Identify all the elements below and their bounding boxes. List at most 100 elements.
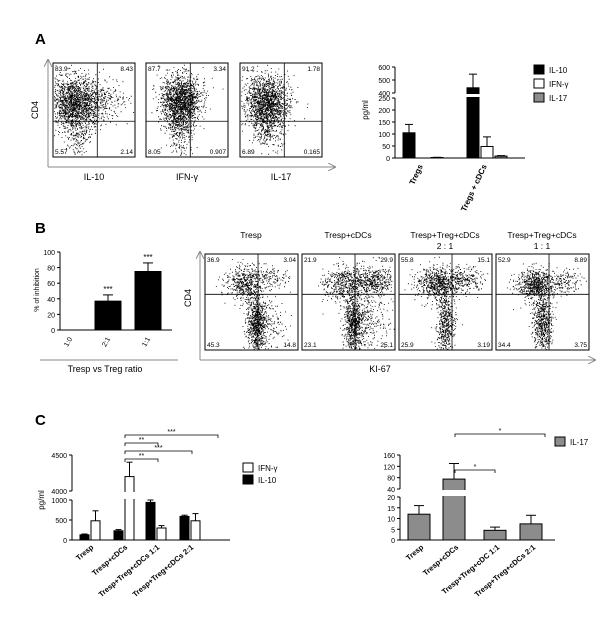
y-tick-label: 400 [378, 91, 390, 98]
significance-bracket [454, 469, 496, 473]
x-axis-label: Tresp vs Treg ratio [68, 364, 143, 374]
bar-il-10 [402, 132, 416, 159]
flow-events [151, 64, 224, 156]
category-label: Tresp+Treg+cDCs 1:1 [97, 543, 162, 599]
significance-bracket [124, 442, 159, 446]
panel-b-plot-title: Tresp+Treg+cDCs [410, 230, 479, 240]
quadrant-upper-left: 87.7 [148, 66, 161, 73]
significance-marker: * [499, 428, 502, 435]
panel-b-plot-title: Tresp+cDCs [324, 230, 371, 240]
y-tick-label: 10 [387, 517, 395, 524]
quadrant-lower-left: 5.57 [55, 149, 68, 156]
quadrant-lower-right: 0.907 [210, 149, 227, 156]
bar-il-17 [442, 478, 466, 541]
quadrant-upper-left: 55.8 [401, 257, 414, 264]
y-tick-label: 200 [378, 108, 390, 115]
bar-ifn-gamma [156, 527, 167, 541]
bar-ifn-gamma [90, 520, 101, 541]
quadrant-upper-right: 8.89 [574, 257, 587, 264]
bar-break-gap [466, 94, 480, 97]
flow-plot-frame [52, 62, 136, 158]
panel-b-plot-title: Tresp+Treg+cDCs [507, 230, 576, 240]
y-tick-label: 20 [387, 495, 395, 502]
flow-events [506, 262, 587, 350]
bar-il-10 [179, 515, 190, 541]
quadrant-lower-left: 8.05 [148, 149, 161, 156]
category-label: 1:0 [63, 336, 74, 348]
y-tick-label: 15 [387, 506, 395, 513]
legend-label: IL-17 [549, 94, 568, 103]
panel-label-c: C [35, 412, 46, 429]
bar-ifn-gamma [190, 520, 201, 541]
y-tick-label: 50 [382, 144, 390, 151]
category-label: Tresp [74, 542, 95, 562]
y-tick-label: 80 [47, 266, 55, 273]
y-tick-label: 250 [378, 96, 390, 103]
legend-swatch [242, 474, 254, 485]
legend-label: IL-10 [549, 66, 568, 75]
y-tick-label: 1000 [51, 498, 67, 505]
quadrant-lower-right: 3.19 [477, 342, 490, 349]
quadrant-upper-left: 36.9 [207, 257, 220, 264]
y-tick-label: 120 [383, 464, 395, 471]
panel-b-flow-plots: CD4 KI-67 36.9 3.04 45.3 14.8 Tresp 21.9 29.9 2… [183, 230, 595, 374]
y-tick-label: 600 [378, 65, 390, 72]
y-tick-label: 40 [387, 487, 395, 494]
significance-marker: *** [143, 253, 152, 262]
quadrant-upper-right: 3.34 [213, 66, 226, 73]
y-tick-label: 0 [391, 538, 395, 545]
bar-il-10 [466, 87, 480, 159]
quadrant-upper-left: 52.9 [498, 257, 511, 264]
y-tick-label: 150 [378, 120, 390, 127]
significance-marker: *** [103, 285, 112, 294]
bar-il-17 [483, 529, 507, 541]
bar-il-17 [407, 513, 431, 541]
y-tick-label: 0 [51, 328, 55, 335]
quadrant-upper-left: 21.9 [304, 257, 317, 264]
panel-b-ki67-label: KI-67 [369, 364, 391, 374]
quadrant-upper-right: 8.43 [120, 66, 133, 73]
category-label: Tregs [408, 163, 425, 187]
significance-marker: ** [139, 453, 145, 460]
quadrant-upper-right: 3.04 [283, 257, 296, 264]
significance-bracket [124, 458, 159, 462]
significance-bracket [124, 434, 219, 438]
category-label: Tregs + cDCs [459, 163, 489, 213]
flow-events [404, 256, 489, 350]
y-axis-label: % of inhibition [34, 268, 41, 312]
legend-label: IFN-γ [549, 80, 569, 89]
significance-bracket [454, 433, 546, 437]
quadrant-lower-left: 34.4 [498, 342, 511, 349]
y-tick-label: 60 [47, 281, 55, 288]
quadrant-lower-right: 3.75 [574, 342, 587, 349]
y-tick-label: 4500 [51, 453, 67, 460]
flow-events [318, 256, 395, 350]
panel-b-cd4-label: CD4 [183, 289, 193, 307]
inhibition-bar [134, 271, 162, 331]
quadrant-upper-right: 1.78 [307, 66, 320, 73]
significance-marker: * [474, 464, 477, 471]
category-label: Tresp+Treg+cDCs 2:1 [131, 543, 196, 599]
category-label: Tresp+Treg+cDCs 2:1 [473, 543, 538, 599]
quadrant-lower-left: 45.3 [207, 342, 220, 349]
legend-label: IL-10 [258, 476, 277, 485]
quadrant-lower-right: 25.1 [380, 342, 393, 349]
panel-label-b: B [35, 220, 46, 237]
y-tick-label: 500 [55, 518, 67, 525]
y-tick-label: 80 [387, 476, 395, 483]
y-tick-label: 0 [63, 538, 67, 545]
flow-events [215, 259, 292, 350]
bar-il-17 [519, 523, 543, 541]
panel-a-cd4-label: CD4 [30, 101, 40, 119]
bar-il-10 [113, 530, 124, 541]
legend-swatch [554, 436, 566, 447]
quadrant-lower-right: 14.8 [283, 342, 296, 349]
bar-il-10 [145, 501, 156, 541]
legend-swatch [242, 462, 254, 473]
y-tick-label: 100 [378, 132, 390, 139]
quadrant-lower-left: 6.89 [242, 149, 255, 156]
significance-marker: *** [154, 445, 162, 452]
